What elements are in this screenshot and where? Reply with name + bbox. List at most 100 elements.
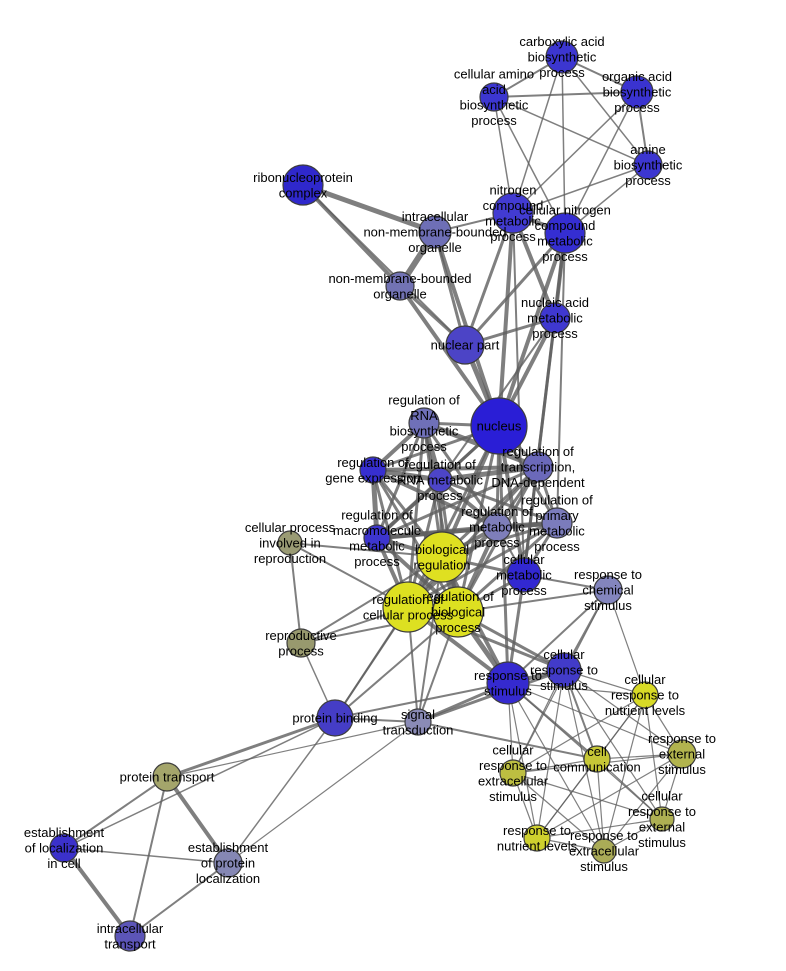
graph-node-nuclear-part[interactable] [445,325,485,365]
graph-node-cellular-response-stimulus[interactable] [546,652,582,688]
graph-node-amine-biosynthetic[interactable] [633,150,663,180]
graph-edge [512,758,598,774]
graph-node-reproductive-process[interactable] [286,628,316,658]
graph-node-reg-gene-expression[interactable] [359,456,387,484]
graph-edge [512,212,525,576]
node-label-cellular-nitrogen-compound-metabolic: cellular nitrogen compound metabolic proces… [519,202,611,263]
graph-edge [417,721,598,760]
node-label-reg-rna-metabolic: regulation of RNA metabolic process [397,457,483,503]
node-label-cellular-response-stimulus: cellular response to stimulus [530,647,598,693]
graph-edge [512,694,646,774]
graph-node-organic-acid-biosynthetic[interactable] [620,75,654,109]
graph-edge [63,847,229,864]
graph-node-reg-transcription-dna-dependent[interactable] [522,451,554,483]
graph-edge [300,556,443,644]
graph-node-carboxylic-acid-biosynthetic[interactable] [545,40,579,74]
graph-node-biological-regulation[interactable] [416,531,468,583]
graph-edge [536,753,683,839]
graph-edge [497,211,515,428]
graph-edge [438,478,559,525]
graph-node-cellular-response-external-stimulus[interactable] [649,806,675,832]
graph-edge [289,542,302,644]
graph-node-reg-macromolecule-metabolic[interactable] [363,524,391,552]
graph-node-response-external-stimulus[interactable] [667,739,697,769]
graph-node-signal-transduction[interactable] [404,708,432,736]
graph-edge [512,164,649,214]
node-label-establishment-protein-localization: establishment of protein localization [188,840,269,886]
node-label-nucleic-acid-metabolic: nucleic acid metabolic process [521,295,589,341]
graph-node-protein-transport[interactable] [152,762,182,792]
node-label-reg-rna-biosynthetic: regulation of RNA biosynthetic process [388,392,460,454]
node-label-non-membrane-organelle: non-membrane-bounded organelle [328,271,471,302]
graph-node-reg-biological-process[interactable] [432,586,484,638]
graph-edge [507,682,538,839]
graph-edge [563,669,683,755]
graph-node-nucleic-acid-metabolic[interactable] [539,302,571,334]
graph-node-reg-primary-metabolic[interactable] [541,507,573,539]
node-label-cellular-amino-acid-biosynthetic: cellular amino acid biosynthetic process [454,66,534,128]
node-label-reg-cellular-process: regulation of cellular process [363,592,454,623]
graph-node-reg-metabolic[interactable] [482,512,512,542]
graph-edge [507,682,683,755]
graph-edge [165,716,337,779]
graph-edge [607,589,646,696]
graph-edge [603,753,683,852]
node-label-cellular-response-extracellular-stimulus: cellular response to extracellular stimulus [478,742,549,804]
graph-node-cell-communication[interactable] [583,745,611,773]
graph-edge [561,56,566,234]
node-label-signal-transduction: signal transduction [383,707,454,738]
graph-node-cellular-amino-acid-biosynthetic[interactable] [479,82,509,112]
node-label-cellular-response-nutrient-levels: cellular response to nutrient levels [605,672,686,718]
graph-edge [561,56,649,166]
node-label-protein-transport: protein transport [120,770,215,785]
graph-node-response-chemical-stimulus[interactable] [593,575,623,605]
node-label-reg-biological-process: regulation of biological process [422,589,494,635]
graph-edge [512,91,638,214]
graph-edge [406,424,501,609]
node-label-intracellular-transport: intracellular transport [97,921,164,952]
graph-edge [596,758,605,852]
graph-edge [493,91,638,98]
graph-node-nucleus[interactable] [470,397,528,455]
graph-node-cellular-nitrogen-compound-metabolic[interactable] [544,212,586,254]
graph-node-nitrogen-compound-metabolic[interactable] [492,192,534,234]
graph-node-reg-rna-metabolic[interactable] [427,467,453,493]
graph-node-establishment-localization-in-cell[interactable] [49,833,79,863]
graph-node-cellular-metabolic[interactable] [506,557,542,593]
graph-node-cellular-process-reproduction[interactable] [277,530,303,556]
graph-node-cellular-response-extracellular-stimulus[interactable] [499,759,527,787]
graph-edge [556,232,566,524]
graph-node-ribonucleoprotein-complex[interactable] [282,164,324,206]
graph-edge [536,818,663,839]
graph-edge [463,231,567,347]
graph-node-intracellular-non-membrane-organelle[interactable] [418,215,452,249]
graph-node-non-membrane-organelle[interactable] [385,271,415,301]
node-layer [49,40,697,952]
node-label-reg-primary-metabolic: regulation of primary metabolic process [521,492,593,554]
graph-edge [334,682,509,719]
node-label-reg-metabolic: regulation of metabolic process [461,504,533,550]
graph-edge [166,721,419,778]
graph-edge [302,184,466,346]
node-label-response-nutrient-levels: response to nutrient levels [497,823,578,854]
node-label-nuclear-part: nuclear part [431,338,500,353]
graph-node-cellular-response-nutrient-levels[interactable] [631,681,659,709]
node-label-carboxylic-acid-biosynthetic: carboxylic acid biosynthetic process [519,34,604,80]
graph-node-establishment-protein-localization[interactable] [213,848,243,878]
graph-edge [463,211,515,347]
graph-node-intracellular-transport[interactable] [114,920,146,952]
graph-edge [497,231,567,428]
graph-node-response-nutrient-levels[interactable] [523,824,551,852]
graph-edge [596,758,663,820]
node-label-reg-macromolecule-metabolic: regulation of macromolecule metabolic proce… [333,507,421,569]
node-label-cellular-response-external-stimulus: cellular response to external stimulus [628,788,696,850]
graph-node-protein-binding[interactable] [316,699,354,737]
node-label-amine-biosynthetic: amine biosynthetic process [614,142,683,188]
graph-node-response-stimulus[interactable] [486,661,530,705]
graph-node-reg-rna-biosynthetic[interactable] [408,407,440,439]
graph-node-response-extracellular-stimulus[interactable] [591,838,617,864]
node-label-response-chemical-stimulus: response to chemical stimulus [574,567,642,613]
node-label-nitrogen-compound-metabolic: nitrogen compound metabolic process [483,182,544,244]
